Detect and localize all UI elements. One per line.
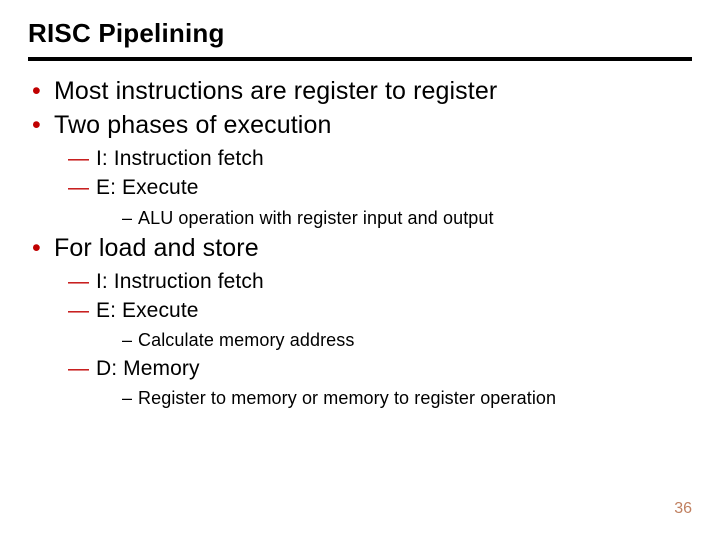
bullet-text: Two phases of execution xyxy=(54,111,331,139)
page-number: 36 xyxy=(674,500,692,518)
bullet-text: Register to memory or memory to register… xyxy=(138,388,556,408)
bullet-l2: E: Execute ALU operation with register i… xyxy=(68,174,692,230)
bullet-l2: I: Instruction fetch xyxy=(68,145,692,172)
bullet-text: E: Execute xyxy=(96,299,199,322)
title-rule xyxy=(28,57,692,61)
bullet-text: E: Execute xyxy=(96,176,199,199)
bullet-text: I: Instruction fetch xyxy=(96,270,264,293)
bullet-text: D: Memory xyxy=(96,357,200,380)
bullet-l3: ALU operation with register input and ou… xyxy=(122,206,692,230)
bullet-text: ALU operation with register input and ou… xyxy=(138,208,494,228)
slide-title: RISC Pipelining xyxy=(28,18,692,55)
bullet-l2: E: Execute Calculate memory address xyxy=(68,297,692,353)
bullet-l2: D: Memory Register to memory or memory t… xyxy=(68,355,692,411)
bullet-text: I: Instruction fetch xyxy=(96,147,264,170)
bullet-l3: Register to memory or memory to register… xyxy=(122,386,692,410)
bullet-l2: I: Instruction fetch xyxy=(68,268,692,295)
slide-content: Most instructions are register to regist… xyxy=(28,75,692,410)
bullet-text: For load and store xyxy=(54,234,259,262)
bullet-l1: For load and store I: Instruction fetch … xyxy=(28,232,692,410)
bullet-l1: Most instructions are register to regist… xyxy=(28,75,692,107)
slide: RISC Pipelining Most instructions are re… xyxy=(0,0,720,540)
bullet-text: Calculate memory address xyxy=(138,330,354,350)
bullet-l3: Calculate memory address xyxy=(122,328,692,352)
bullet-text: Most instructions are register to regist… xyxy=(54,77,497,105)
bullet-l1: Two phases of execution I: Instruction f… xyxy=(28,109,692,230)
